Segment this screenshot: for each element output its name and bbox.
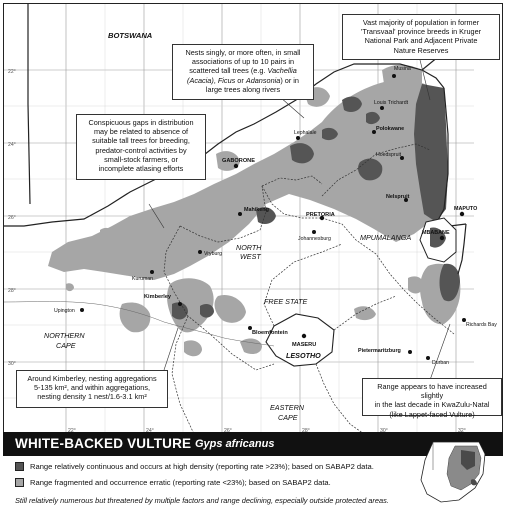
town-mahikeng (238, 212, 242, 216)
annotation-kzn: Range appears to have increased slightly… (362, 378, 502, 419)
label-johannesburg: Johannesburg (298, 236, 331, 242)
lon-28: 28° (302, 428, 310, 434)
annotation-gaps: Conspicuous gaps in distribution may be … (76, 114, 206, 180)
label-louis-trichardt: Louis Trichardt (374, 100, 409, 106)
label-nelspruit: Nelspruit (386, 194, 410, 200)
annotation-kimberley: Around Kimberley, nesting aggregations 5… (16, 370, 168, 408)
province-borders (163, 143, 455, 434)
town-maseru (301, 333, 307, 339)
town-maputo (459, 211, 465, 217)
town-lephalale (296, 136, 300, 140)
label-upington: Upington (54, 308, 75, 314)
town-pietermaritzburg (408, 350, 412, 354)
lon-22: 22° (68, 428, 76, 434)
town-mbabane (439, 235, 445, 241)
label-bloemfontein: Bloemfontein (252, 330, 288, 336)
label-vryburg: Vryburg (204, 251, 222, 257)
town-kimberley (178, 302, 182, 306)
country-borders (4, 4, 467, 275)
label-hoedspruit: Hoedspruit (376, 152, 402, 158)
lat-30: 30° (8, 361, 16, 367)
inset-locator-map (420, 441, 486, 503)
label-pietermaritzburg: Pietermaritzburg (358, 348, 401, 354)
label-mbabane: MBABANE (422, 230, 450, 236)
town-kuruman (150, 270, 154, 274)
town-louis-trichardt (380, 106, 384, 110)
lat-22: 22° (8, 69, 16, 75)
label-kuruman: Kuruman (132, 276, 153, 282)
lesotho-border (265, 313, 335, 367)
towns (80, 74, 466, 360)
swatch-fragmented (15, 478, 24, 487)
label-northern-cape-1: NORTHERN (44, 331, 85, 340)
label-kimberley: Kimberley (144, 294, 172, 300)
town-durban (426, 356, 430, 360)
label-pretoria: PRETORIA (306, 212, 335, 218)
label-eastern-cape-1: EASTERN (270, 403, 305, 412)
species-scientific-name: Gyps africanus (195, 438, 275, 450)
lat-26: 26° (8, 215, 16, 221)
lat-24: 24° (8, 142, 16, 148)
lon-24: 24° (146, 428, 154, 434)
label-gaborone: GABORONE (222, 158, 255, 164)
label-north-west-2: WEST (240, 252, 261, 261)
town-polokwane (372, 130, 376, 134)
town-gaborone (233, 163, 239, 169)
label-lephalale: Lephalale (294, 130, 317, 136)
town-pretoria (319, 215, 325, 221)
town-musina (392, 74, 396, 78)
town-vryburg (198, 250, 202, 254)
rivers (4, 301, 275, 347)
lat-28: 28° (8, 288, 16, 294)
town-johannesburg (312, 230, 316, 234)
label-north-west-1: NORTH (236, 243, 262, 252)
town-richards-bay (462, 318, 466, 322)
label-northern-cape-2: CAPE (56, 341, 76, 350)
label-musina: Musina (394, 66, 411, 72)
label-maseru: MASERU (292, 342, 316, 348)
annotation-nests: Nests singly, or more often, in small as… (172, 44, 314, 100)
label-lesotho: LESOTHO (286, 351, 321, 360)
lon-30: 30° (380, 428, 388, 434)
species-common-name: WHITE-BACKED VULTURE (15, 436, 192, 451)
indian-ocean (454, 4, 502, 434)
lon-26: 26° (224, 428, 232, 434)
map-frame: BOTSWANA Musina Louis Trichardt Polokwan… (3, 3, 503, 508)
town-nelspruit (404, 198, 408, 202)
town-hoedspruit (400, 156, 404, 160)
legend-footnote: Still relatively numerous but threatened… (15, 496, 389, 505)
label-botswana: BOTSWANA (108, 31, 152, 40)
label-maputo: MAPUTO (454, 206, 477, 212)
swatch-high-density (15, 462, 24, 471)
label-durban: Durban (432, 360, 449, 366)
label-richards-bay: Richards Bay (466, 322, 497, 328)
legend: WHITE-BACKED VULTURE Gyps africanus Rang… (3, 432, 503, 508)
town-bloemfontein (248, 326, 252, 330)
annotation-kruger: Vast majority of population in former 'T… (342, 14, 500, 60)
legend-title-bar: WHITE-BACKED VULTURE Gyps africanus (3, 432, 503, 456)
label-free-state: FREE STATE (264, 297, 307, 306)
label-mpumalanga: MPUMALANGA (360, 233, 411, 242)
label-polokwane: Polokwane (376, 126, 404, 132)
label-mahikeng: Mahikeng (244, 207, 269, 213)
lon-32: 32° (458, 428, 466, 434)
town-upington (80, 308, 84, 312)
label-eastern-cape-2: CAPE (278, 413, 298, 422)
legend-high-density: Range relatively continuous and occurs a… (30, 462, 374, 471)
legend-fragmented: Range fragmented and occurrence erratic … (30, 478, 331, 487)
range-dark (172, 84, 460, 320)
